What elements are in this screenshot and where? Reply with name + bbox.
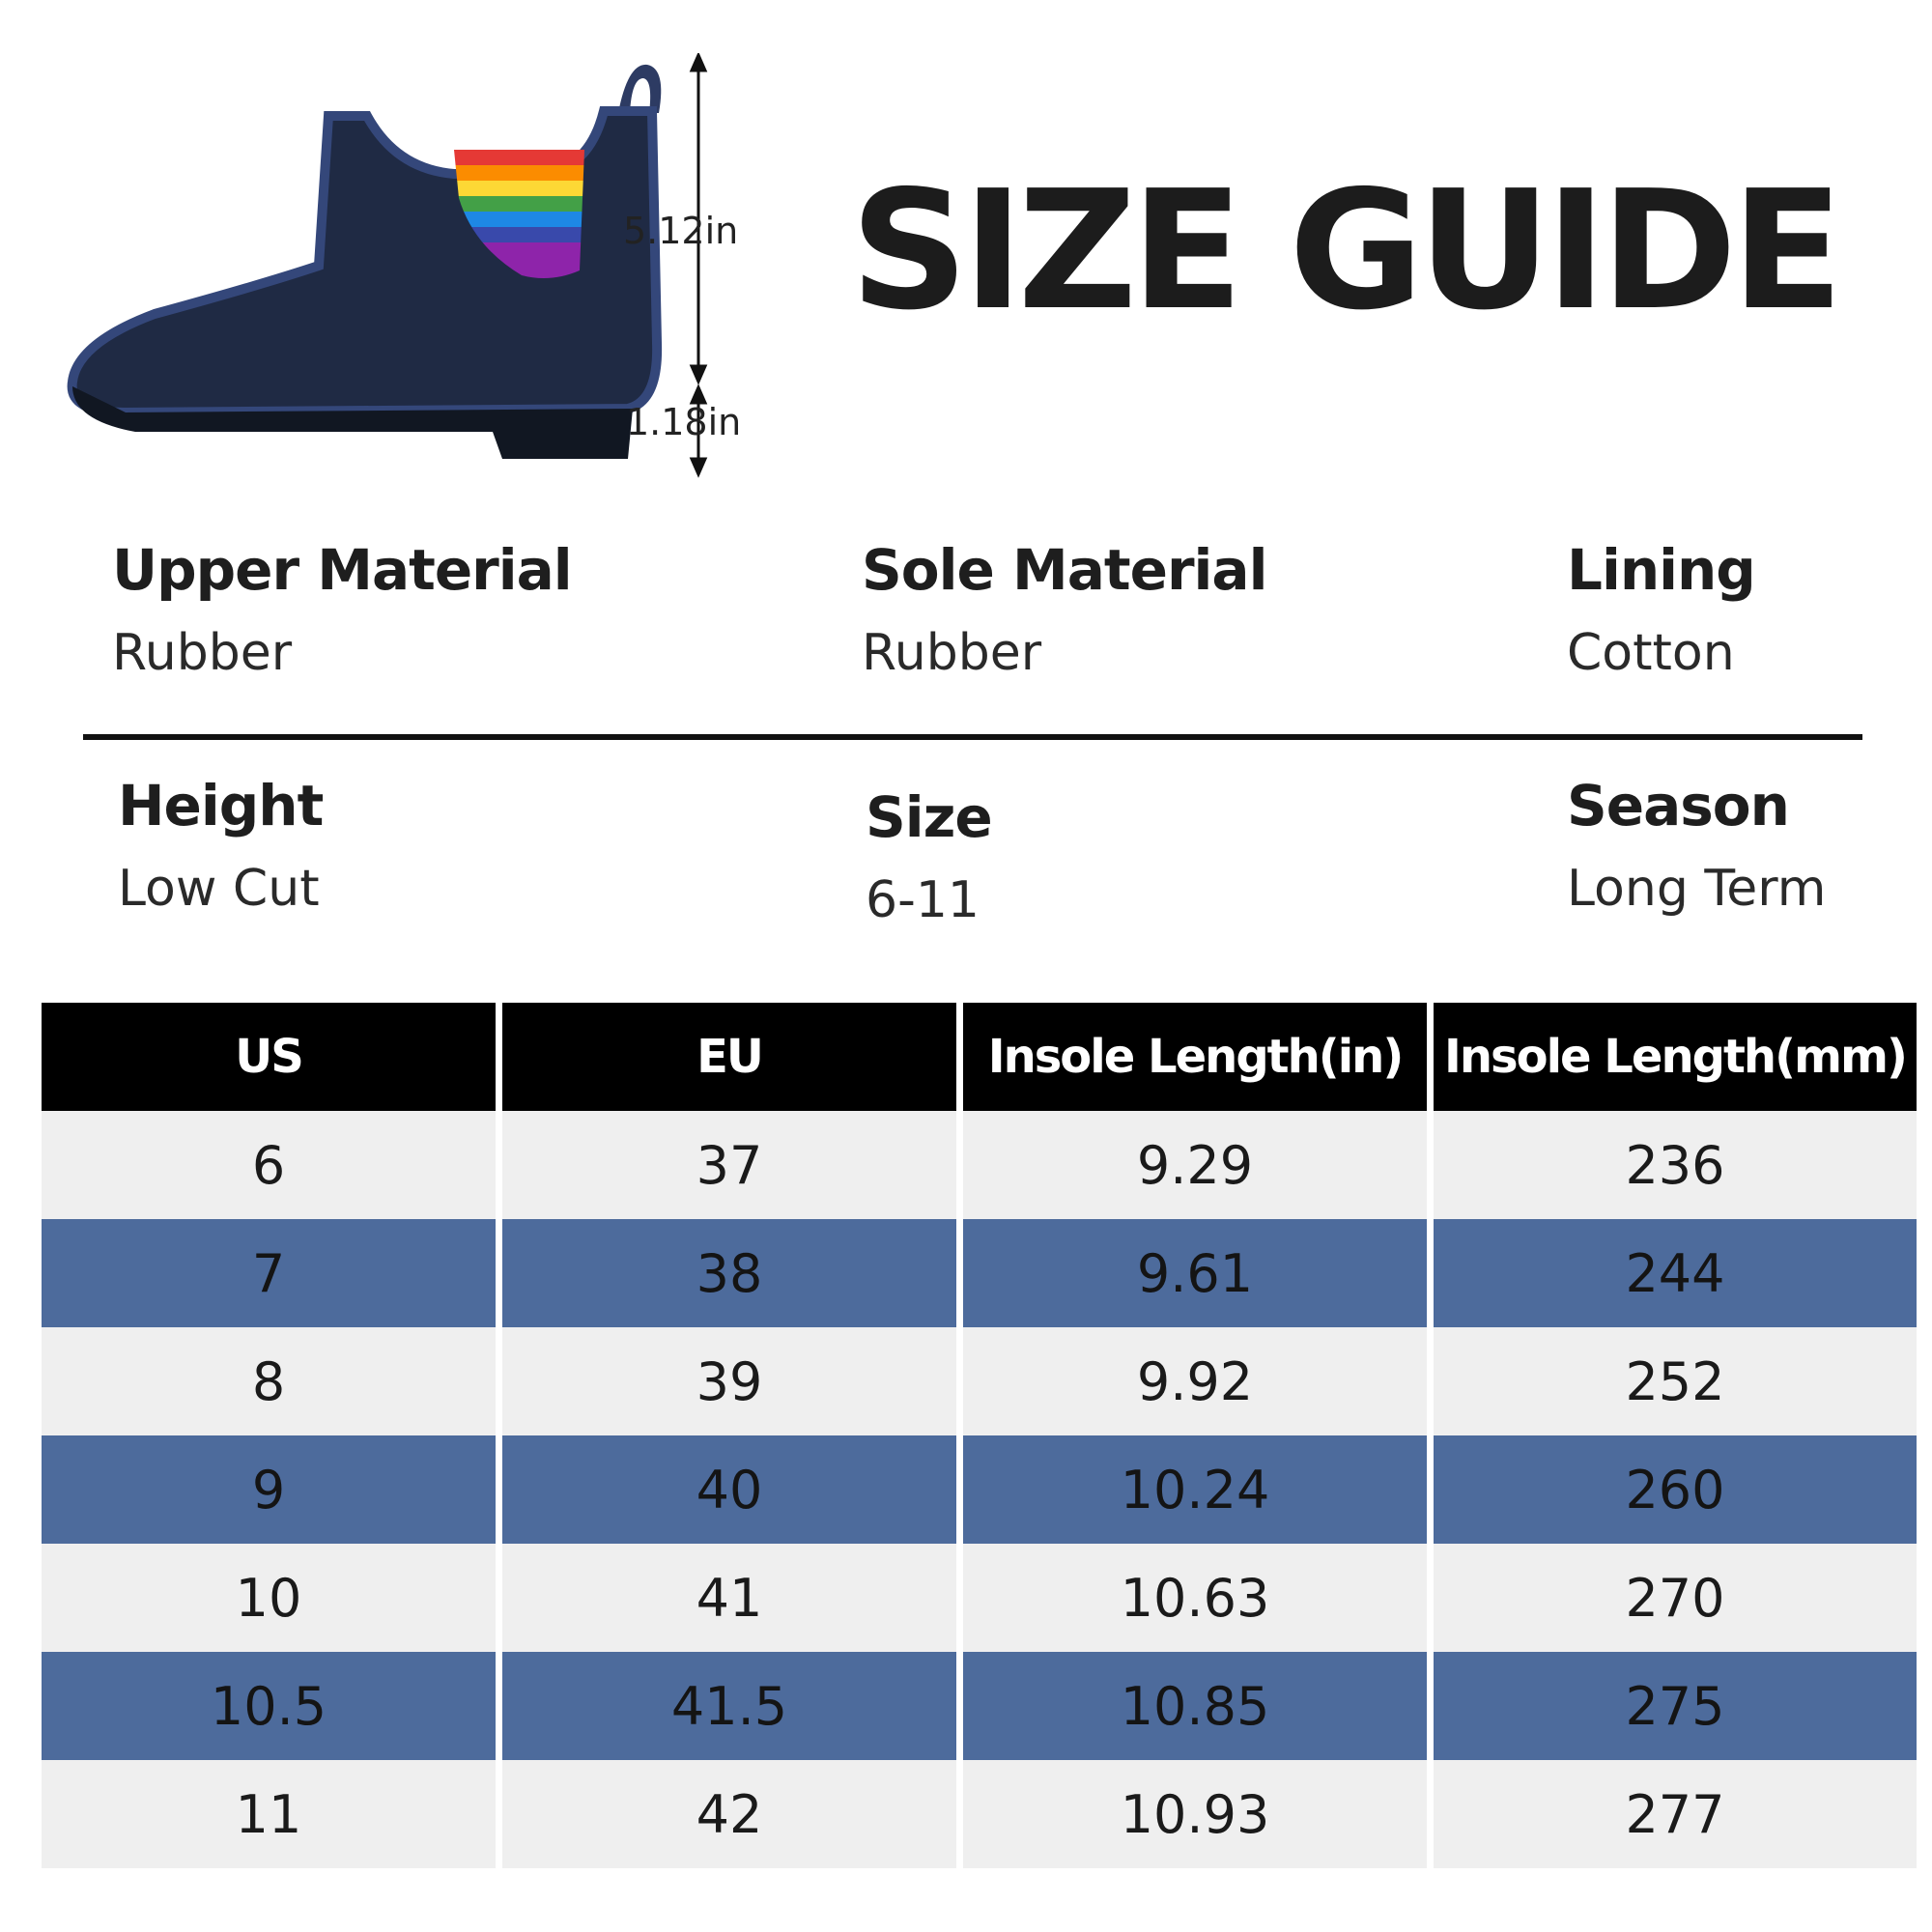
cell-insole-mm: 277: [1434, 1760, 1917, 1868]
cell-insole-in: 9.92: [963, 1327, 1427, 1435]
cell-insole-mm: 260: [1434, 1435, 1917, 1544]
spec-value: Rubber: [112, 624, 293, 682]
spec-size: Size 6-11: [866, 784, 993, 929]
cell-insole-in: 10.24: [963, 1435, 1427, 1544]
table-row: 10 41 10.63 270: [42, 1544, 1917, 1652]
table-row: 7 38 9.61 244: [42, 1219, 1917, 1327]
table-row: 9 40 10.24 260: [42, 1435, 1917, 1544]
cell-insole-in: 9.29: [963, 1111, 1427, 1219]
header-us: US: [42, 1003, 496, 1111]
cell-insole-in: 9.61: [963, 1219, 1427, 1327]
cell-eu: 37: [502, 1111, 956, 1219]
cell-us: 10: [42, 1544, 496, 1652]
cell-us: 9: [42, 1435, 496, 1544]
cell-insole-in: 10.85: [963, 1652, 1427, 1760]
table-row: 6 37 9.29 236: [42, 1111, 1917, 1219]
cell-insole-mm: 236: [1434, 1111, 1917, 1219]
table-header-row: US EU Insole Length(in) Insole Length(mm…: [42, 1003, 1917, 1111]
spec-label: Season: [1567, 773, 1790, 838]
cell-eu: 39: [502, 1327, 956, 1435]
table-row: 10.5 41.5 10.85 275: [42, 1652, 1917, 1760]
spec-value: Long Term: [1567, 860, 1827, 918]
spec-upper-material: Upper Material Rubber: [112, 537, 573, 682]
table-row: 11 42 10.93 277: [42, 1760, 1917, 1868]
spec-label: Sole Material: [862, 537, 1267, 603]
header-insole-mm: Insole Length(mm): [1434, 1003, 1917, 1111]
pull-tab-shape: [618, 64, 662, 113]
spec-label: Lining: [1567, 537, 1756, 603]
cell-insole-in: 10.63: [963, 1544, 1427, 1652]
spec-season: Season Long Term: [1567, 773, 1826, 918]
cell-insole-in: 10.93: [963, 1760, 1427, 1868]
spec-value: 6-11: [866, 871, 980, 929]
spec-sole-material: Sole Material Rubber: [862, 537, 1267, 682]
cell-insole-mm: 252: [1434, 1327, 1917, 1435]
dimension-arrows: [689, 53, 708, 478]
spec-lining: Lining Cotton: [1567, 537, 1756, 682]
page-title: SIZE GUIDE: [850, 156, 1843, 347]
spec-height: Height Low Cut: [118, 773, 324, 918]
header-eu: EU: [502, 1003, 956, 1111]
spec-value: Low Cut: [118, 860, 320, 918]
spec-label: Upper Material: [112, 537, 573, 603]
product-image: [48, 53, 821, 478]
cell-us: 8: [42, 1327, 496, 1435]
table-row: 8 39 9.92 252: [42, 1327, 1917, 1435]
section-divider: [83, 734, 1862, 740]
boot-sole: [72, 386, 633, 459]
rain-boot-illustration: [67, 53, 708, 478]
cell-eu: 40: [502, 1435, 956, 1544]
cell-eu: 41: [502, 1544, 956, 1652]
cell-eu: 38: [502, 1219, 956, 1327]
cell-us: 10.5: [42, 1652, 496, 1760]
cell-insole-mm: 275: [1434, 1652, 1917, 1760]
cell-us: 6: [42, 1111, 496, 1219]
size-table: US EU Insole Length(in) Insole Length(mm…: [35, 1003, 1923, 1868]
cell-us: 7: [42, 1219, 496, 1327]
cell-us: 11: [42, 1760, 496, 1868]
cell-eu: 42: [502, 1760, 956, 1868]
shaft-height-label: 5.12in: [623, 210, 739, 252]
spec-label: Height: [118, 773, 324, 838]
spec-value: Rubber: [862, 624, 1042, 682]
cell-insole-mm: 270: [1434, 1544, 1917, 1652]
header-insole-in: Insole Length(in): [963, 1003, 1427, 1111]
cell-eu: 41.5: [502, 1652, 956, 1760]
spec-value: Cotton: [1567, 624, 1735, 682]
cell-insole-mm: 244: [1434, 1219, 1917, 1327]
heel-height-label: 1.18in: [626, 401, 742, 443]
spec-label: Size: [866, 784, 993, 850]
